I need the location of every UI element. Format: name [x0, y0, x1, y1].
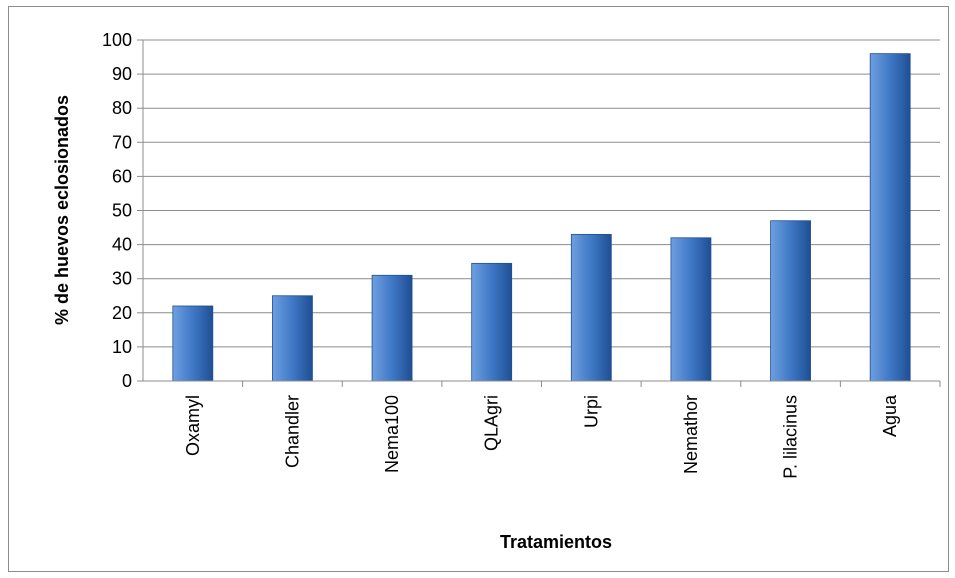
- bar: [570, 233, 612, 382]
- bar: [670, 237, 712, 382]
- y-tick-label: 90: [112, 64, 132, 84]
- y-tick-label: 60: [112, 166, 132, 186]
- y-tick-label: 30: [112, 269, 132, 289]
- y-tick-label: 70: [112, 132, 132, 152]
- x-tick-label: Agua: [880, 394, 900, 437]
- x-tick-label: Oxamyl: [183, 395, 203, 456]
- y-tick-label: 0: [122, 371, 132, 391]
- x-axis-title: Tratamientos: [500, 532, 612, 552]
- bar: [471, 262, 513, 382]
- x-tick-label: Urpi: [581, 395, 601, 428]
- bar: [172, 305, 214, 382]
- x-tick-label: Nema100: [382, 395, 402, 473]
- bar: [272, 295, 313, 382]
- y-tick-label: 50: [112, 201, 132, 221]
- y-axis-title: % de huevos eclosionados: [52, 95, 72, 325]
- x-tick-label: P. lilacinus: [781, 395, 801, 479]
- x-tick-label: QLAgri: [482, 395, 502, 451]
- y-tick-label: 20: [112, 303, 132, 323]
- x-tick-labels: Oxamyl Chandler Nema100 QLAgri Urpi Nemathor P…: [183, 394, 900, 479]
- y-tick-label: 80: [112, 98, 132, 118]
- y-tick-label: 40: [112, 235, 132, 255]
- y-tick-label: 10: [112, 337, 132, 357]
- x-tick-label: Chandler: [282, 395, 302, 468]
- gridlines: [137, 39, 940, 382]
- axes: [142, 40, 941, 387]
- x-tick-label: Nemathor: [681, 395, 701, 474]
- bar: [371, 274, 413, 382]
- y-tick-labels: 0 10 20 30 40 50 60 70 80 90 100: [102, 30, 132, 391]
- bars: [172, 53, 911, 382]
- y-tick-label: 100: [102, 30, 132, 50]
- bar: [770, 220, 811, 382]
- bar: [869, 53, 911, 382]
